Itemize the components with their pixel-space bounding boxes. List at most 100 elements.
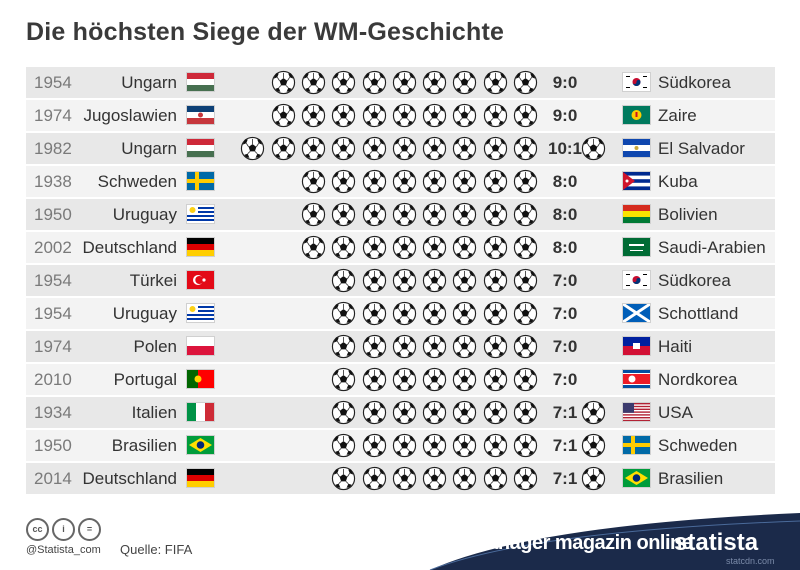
winner-goal-ball-icon bbox=[362, 169, 387, 194]
row-winner: Deutschland bbox=[82, 469, 177, 488]
winner-goal-ball-icon bbox=[452, 334, 477, 359]
row-loser: Schottland bbox=[658, 304, 739, 323]
row-score: 8:0 bbox=[552, 238, 578, 257]
table-row: 2010 Portugal 7:0 Nordkorea bbox=[26, 364, 775, 395]
winner-goal-ball-icon bbox=[483, 334, 508, 359]
winner-goal-ball-icon bbox=[301, 103, 326, 128]
row-year: 2002 bbox=[34, 238, 72, 257]
row-winner: Deutschland bbox=[82, 238, 177, 257]
winner-goal-ball-icon bbox=[513, 433, 538, 458]
winner-goal-ball-icon bbox=[392, 235, 417, 260]
winner-goal-ball-icon bbox=[513, 103, 538, 128]
row-score: 7:1 bbox=[552, 469, 578, 488]
table-row: 1982 Ungarn 10:1 El Salvador bbox=[26, 133, 775, 164]
winner-goal-ball-icon bbox=[483, 268, 508, 293]
winner-goal-ball-icon bbox=[483, 103, 508, 128]
scotland-flag-icon bbox=[622, 302, 651, 324]
row-loser: Zaire bbox=[658, 106, 697, 125]
winner-goal-ball-icon bbox=[301, 202, 326, 227]
loser-goal-ball-icon bbox=[581, 433, 606, 458]
row-score: 10:1 bbox=[547, 139, 583, 158]
winner-goal-ball-icon bbox=[392, 202, 417, 227]
turkey-flag-icon bbox=[187, 271, 214, 289]
row-score: 7:1 bbox=[552, 436, 578, 455]
winner-goal-ball-icon bbox=[483, 136, 508, 161]
row-loser: Brasilien bbox=[658, 469, 724, 488]
el-salvador-flag-icon bbox=[623, 139, 650, 157]
winner-goal-ball-icon bbox=[513, 235, 538, 260]
winner-goal-ball-icon bbox=[331, 235, 356, 260]
loser-goal-ball-icon bbox=[581, 466, 606, 491]
winner-goal-ball-icon bbox=[452, 235, 477, 260]
winner-goal-ball-icon bbox=[513, 367, 538, 392]
winner-goal-ball-icon bbox=[452, 367, 477, 392]
winner-goal-ball-icon bbox=[362, 433, 387, 458]
sweden-flag-icon bbox=[623, 436, 650, 454]
row-loser: Schweden bbox=[658, 436, 738, 455]
winner-goal-ball-icon bbox=[483, 169, 508, 194]
row-loser: Haiti bbox=[658, 337, 693, 356]
winner-goal-ball-icon bbox=[271, 103, 296, 128]
winner-goal-ball-icon bbox=[392, 433, 417, 458]
chart-title: Die höchsten Siege der WM-Geschichte bbox=[26, 18, 505, 46]
row-loser: Saudi-Arabien bbox=[658, 238, 766, 257]
winner-goal-ball-icon bbox=[301, 136, 326, 161]
winner-goal-ball-icon bbox=[422, 466, 447, 491]
winner-goal-ball-icon bbox=[362, 235, 387, 260]
cuba-flag-icon bbox=[623, 172, 650, 190]
winner-goal-ball-icon bbox=[422, 136, 447, 161]
winner-goal-ball-icon bbox=[422, 103, 447, 128]
winner-goal-ball-icon bbox=[362, 466, 387, 491]
winner-goal-ball-icon bbox=[331, 103, 356, 128]
winner-goal-ball-icon bbox=[422, 400, 447, 425]
row-winner: Uruguay bbox=[112, 205, 177, 224]
row-year: 1950 bbox=[34, 205, 72, 224]
row-loser: Nordkorea bbox=[658, 370, 738, 389]
winner-goal-ball-icon bbox=[362, 334, 387, 359]
germany-flag-icon bbox=[187, 469, 214, 487]
winner-goal-ball-icon bbox=[301, 70, 326, 95]
winner-goal-ball-icon bbox=[513, 301, 538, 326]
winner-goal-ball-icon bbox=[513, 400, 538, 425]
winner-goal-ball-icon bbox=[422, 235, 447, 260]
row-winner: Schweden bbox=[97, 172, 177, 191]
bolivia-flag-icon bbox=[623, 205, 650, 223]
winner-goal-ball-icon bbox=[301, 169, 326, 194]
attribution-icon: i bbox=[52, 518, 75, 541]
row-year: 1954 bbox=[34, 304, 72, 323]
row-winner: Türkei bbox=[129, 271, 177, 290]
row-score: 7:0 bbox=[552, 370, 578, 389]
south-korea-flag-icon bbox=[623, 271, 650, 289]
winner-goal-ball-icon bbox=[483, 235, 508, 260]
table-row: 1954 Uruguay 7:0 Schottland bbox=[26, 298, 775, 329]
winner-goal-ball-icon bbox=[452, 301, 477, 326]
winner-goal-ball-icon bbox=[513, 202, 538, 227]
winner-goal-ball-icon bbox=[392, 301, 417, 326]
winner-goal-ball-icon bbox=[422, 202, 447, 227]
winner-goal-ball-icon bbox=[392, 466, 417, 491]
winner-goal-ball-icon bbox=[452, 400, 477, 425]
winner-goal-ball-icon bbox=[483, 400, 508, 425]
row-score: 8:0 bbox=[552, 172, 578, 191]
winner-goal-ball-icon bbox=[422, 334, 447, 359]
winner-goal-ball-icon bbox=[392, 70, 417, 95]
winner-goal-ball-icon bbox=[452, 103, 477, 128]
brazil-flag-icon bbox=[187, 436, 214, 454]
winner-goal-ball-icon bbox=[331, 136, 356, 161]
zaire-flag-icon bbox=[623, 106, 650, 124]
table-row: 2014 Deutschland 7:1 Brasilien bbox=[26, 463, 775, 494]
row-winner: Ungarn bbox=[121, 73, 177, 92]
row-year: 1938 bbox=[34, 172, 72, 191]
winner-goal-ball-icon bbox=[483, 433, 508, 458]
winner-goal-ball-icon bbox=[331, 466, 356, 491]
table-row: 2002 Deutschland 8:0 Saudi-Arabien bbox=[26, 232, 775, 263]
row-score: 9:0 bbox=[552, 106, 578, 125]
results-table: 1954 Ungarn 9:0 Südkorea 1974 Jugoslawien 9:0 Z… bbox=[26, 67, 775, 496]
winner-goal-ball-icon bbox=[452, 169, 477, 194]
table-row: 1934 Italien 7:1 USA bbox=[26, 397, 775, 428]
row-year: 1934 bbox=[34, 403, 72, 422]
row-winner: Italien bbox=[131, 403, 177, 422]
winner-goal-ball-icon bbox=[513, 268, 538, 293]
winner-goal-ball-icon bbox=[483, 301, 508, 326]
winner-goal-ball-icon bbox=[362, 70, 387, 95]
